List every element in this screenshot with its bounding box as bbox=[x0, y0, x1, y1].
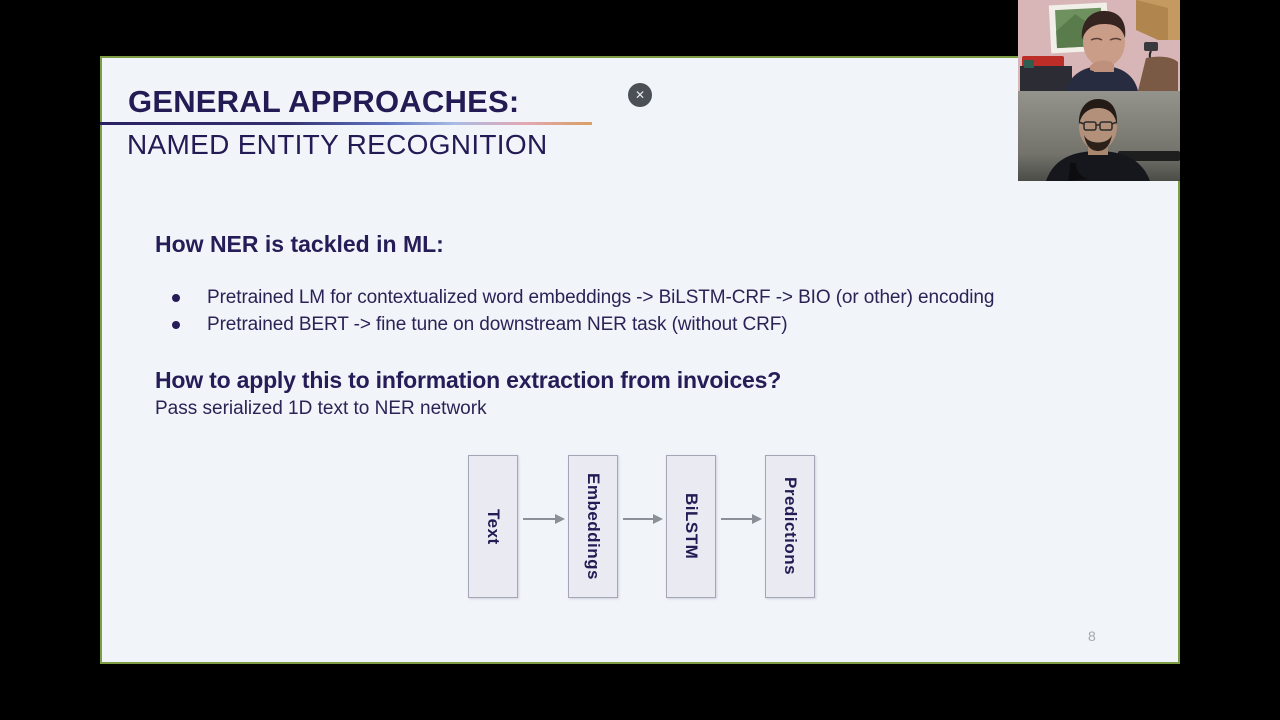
webcam-frame-top bbox=[1018, 0, 1180, 91]
participant-video-strip bbox=[1018, 0, 1180, 181]
bullet-text: Pretrained LM for contextualized word em… bbox=[207, 286, 995, 308]
heading-ner-in-ml: How NER is tackled in ML: bbox=[155, 231, 444, 257]
flow-arrow-icon bbox=[623, 514, 663, 524]
diagram-node-embeddings: Embeddings bbox=[568, 455, 618, 598]
subheading-invoices: Pass serialized 1D text to NER network bbox=[155, 398, 487, 419]
participant-video-bottom[interactable] bbox=[1018, 91, 1180, 181]
bullet-list: Pretrained LM for contextualized word em… bbox=[155, 284, 994, 338]
slide-subtitle: NAMED ENTITY RECOGNITION bbox=[127, 129, 548, 160]
list-item: Pretrained BERT -> fine tune on downstre… bbox=[155, 311, 994, 338]
diagram-node-bilstm: BiLSTM bbox=[666, 455, 716, 598]
flow-arrow-icon bbox=[721, 514, 762, 524]
presentation-slide: GENERAL APPROACHES: NAMED ENTITY RECOGNI… bbox=[100, 56, 1180, 664]
slide-page-number: 8 bbox=[1088, 628, 1096, 644]
heading-invoices: How to apply this to information extract… bbox=[155, 367, 782, 393]
close-icon: ✕ bbox=[634, 88, 646, 102]
bullet-text: Pretrained BERT -> fine tune on downstre… bbox=[207, 313, 788, 335]
bullet-icon bbox=[172, 293, 180, 302]
flow-arrow-icon bbox=[523, 514, 565, 524]
diagram-node-text: Text bbox=[468, 455, 518, 598]
title-underline-divider bbox=[100, 122, 592, 125]
close-overlay-button[interactable]: ✕ bbox=[628, 83, 652, 107]
list-item: Pretrained LM for contextualized word em… bbox=[155, 284, 994, 311]
bullet-icon bbox=[172, 320, 180, 329]
diagram-node-predictions: Predictions bbox=[765, 455, 815, 598]
webcam-frame-bottom bbox=[1018, 91, 1180, 181]
slide-title: GENERAL APPROACHES: bbox=[128, 84, 520, 119]
participant-video-top[interactable] bbox=[1018, 0, 1180, 91]
